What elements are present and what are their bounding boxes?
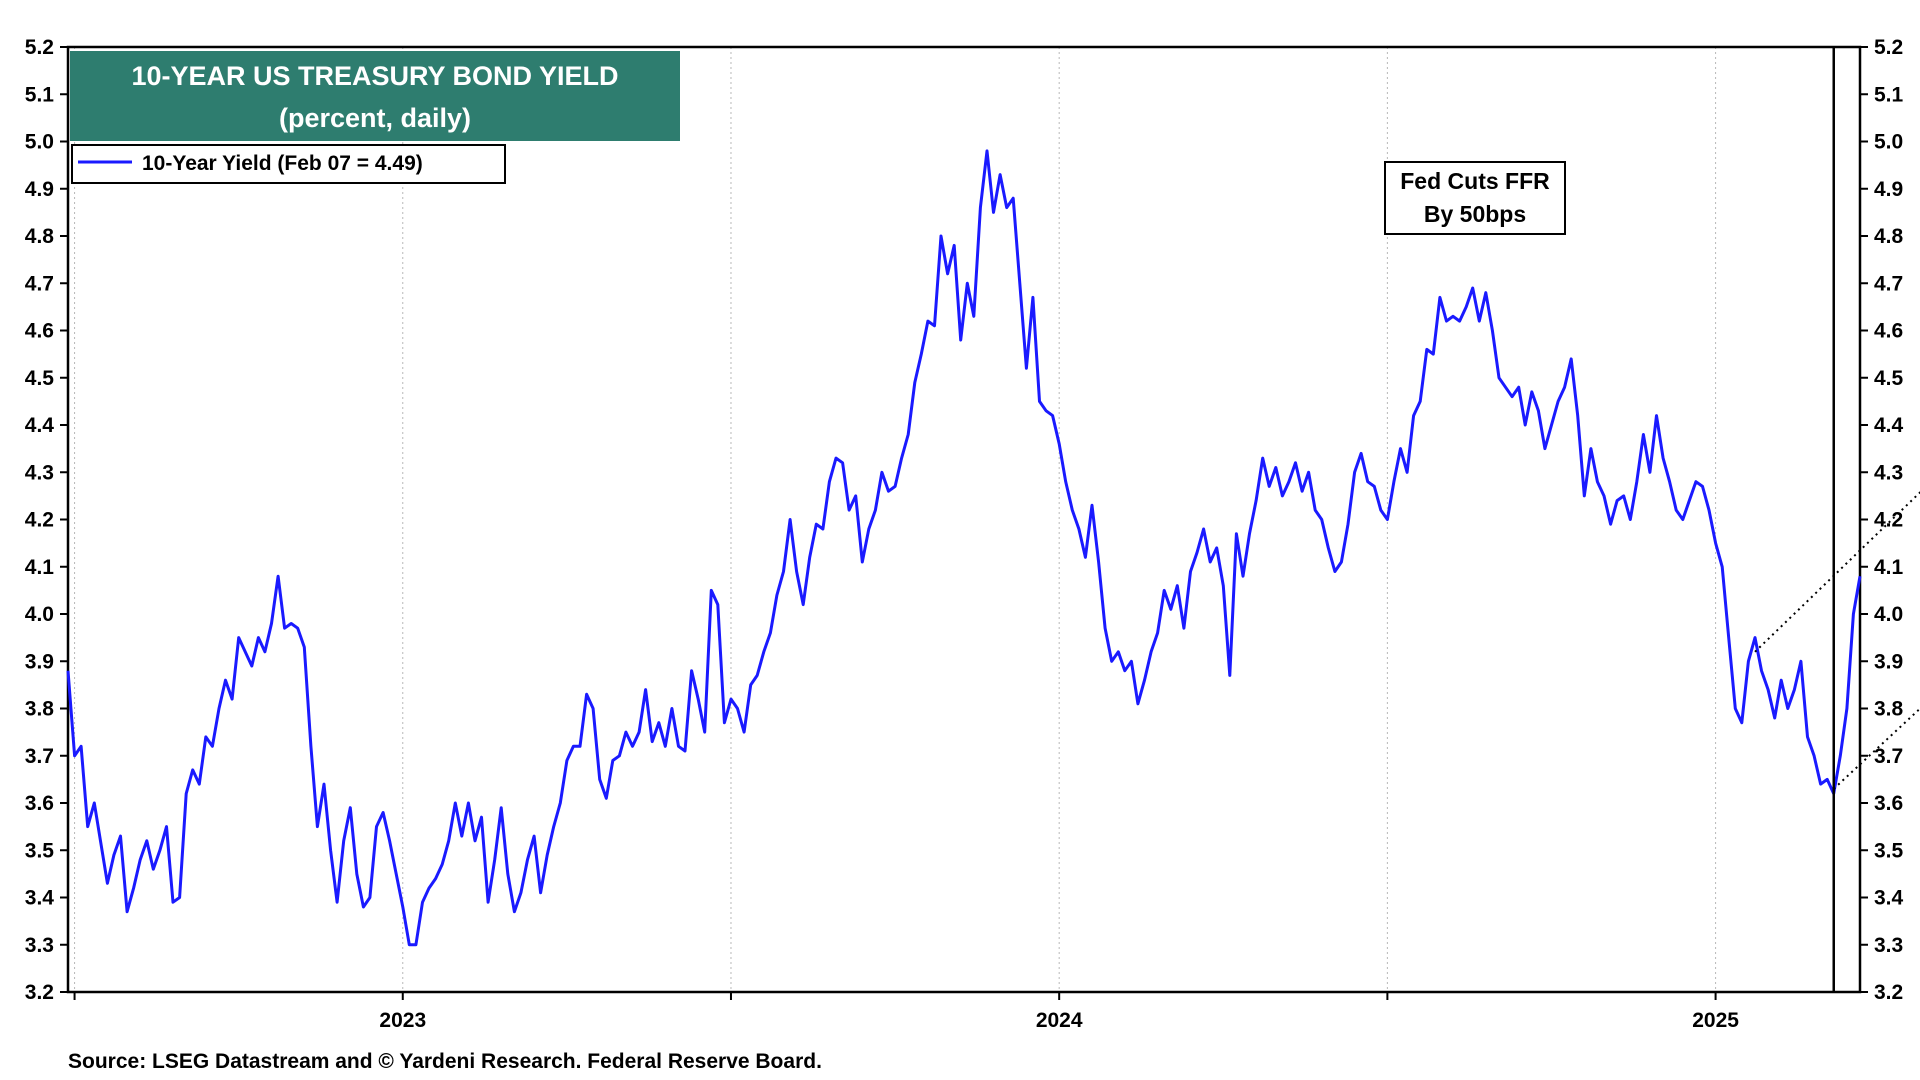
y-tick-label-left: 3.6 [25,792,54,815]
y-tick-label-left: 3.5 [25,839,55,862]
y-tick-label-left: 3.2 [25,981,54,1004]
chart-subtitle: (percent, daily) [279,103,471,133]
y-tick-label-left: 5.1 [25,83,55,106]
y-tick-label-right: 3.7 [1874,745,1903,768]
y-tick-label-left: 5.0 [25,131,54,154]
y-tick-label-right: 4.6 [1874,320,1903,343]
y-tick-label-right: 3.6 [1874,792,1903,815]
legend-label: 10-Year Yield (Feb 07 = 4.49) [142,152,423,175]
y-tick-label-left: 4.3 [25,461,54,484]
x-tick-label: 2024 [1036,1009,1083,1032]
x-tick-label: 2025 [1692,1009,1739,1032]
y-tick-label-right: 5.1 [1874,83,1904,106]
axis-layer: 3.2 3.2 3.3 3.3 3.4 3.4 3.5 3.5 3.6 3.6 3.7 3.7 3.8 3… [25,36,1904,1032]
y-tick-label-left: 4.2 [25,509,54,532]
y-tick-label-left: 4.9 [25,178,54,201]
y-tick-label-left: 4.6 [25,320,54,343]
y-tick-label-right: 3.4 [1874,887,1904,910]
y-tick-label-left: 3.8 [25,698,55,721]
y-tick-label-right: 3.2 [1874,981,1903,1004]
y-tick-label-right: 4.9 [1874,178,1903,201]
annotation-line-2: By 50bps [1424,201,1526,227]
source-note: Source: LSEG Datastream and © Yardeni Re… [68,1050,822,1073]
series-line-10yr-yield [66,149,1862,947]
y-tick-label-left: 3.3 [25,934,54,957]
title-box-background [70,51,680,141]
y-tick-label-right: 4.1 [1874,556,1904,579]
legend-box [71,144,506,184]
y-tick-label-right: 4.3 [1874,461,1903,484]
y-tick-label-left: 4.4 [25,414,55,437]
x-tick-label: 2023 [379,1009,426,1032]
y-tick-label-left: 4.7 [25,272,54,295]
y-tick-label-left: 3.9 [25,650,54,673]
y-tick-label-right: 5.2 [1874,36,1903,59]
chart-title-box: 10-YEAR US TREASURY BOND YIELD (percent,… [70,51,680,141]
y-tick-label-right: 4.7 [1874,272,1903,295]
annotation-line-1: Fed Cuts FFR [1400,168,1550,194]
y-tick-label-right: 4.4 [1874,414,1904,437]
y-tick-label-right: 4.2 [1874,509,1903,532]
annotation-box [1384,161,1566,235]
y-tick-label-left: 4.8 [25,225,55,248]
legend: 10-Year Yield (Feb 07 = 4.49) [71,144,506,184]
y-tick-label-right: 3.5 [1874,839,1904,862]
series-layer [66,149,1862,947]
y-tick-label-left: 4.5 [25,367,55,390]
y-tick-label-right: 3.9 [1874,650,1903,673]
y-tick-label-right: 4.5 [1874,367,1904,390]
y-tick-label-left: 4.0 [25,603,54,626]
fed-cut-annotation: Fed Cuts FFR By 50bps [1384,161,1566,235]
overlay-layer [1754,47,1920,992]
y-tick-label-right: 4.0 [1874,603,1903,626]
plot-frame [66,45,1862,994]
y-tick-label-left: 4.1 [25,556,55,579]
y-tick-label-left: 5.2 [25,36,54,59]
y-tick-label-right: 3.8 [1874,698,1904,721]
y-tick-label-left: 3.7 [25,745,54,768]
y-tick-label-right: 4.8 [1874,225,1904,248]
chart-title: 10-YEAR US TREASURY BOND YIELD [131,61,618,91]
y-tick-label-left: 3.4 [25,887,55,910]
y-tick-label-right: 3.3 [1874,934,1903,957]
y-tick-label-right: 5.0 [1874,131,1903,154]
